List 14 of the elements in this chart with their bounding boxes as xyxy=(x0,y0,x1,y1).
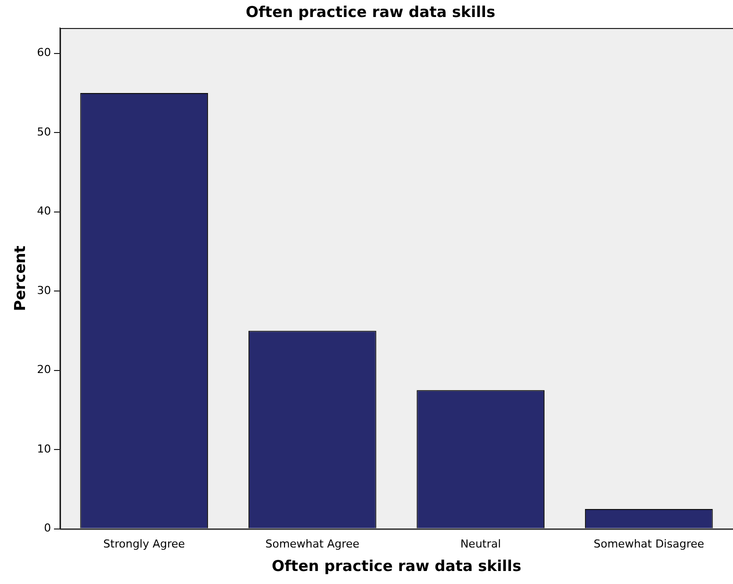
x-tick-label: Neutral xyxy=(460,537,501,550)
y-tick-label: 60 xyxy=(36,46,51,60)
y-tick-label: 20 xyxy=(36,363,51,376)
y-tick-label: 50 xyxy=(36,125,51,138)
x-tick-label: Strongly Agree xyxy=(103,537,186,550)
x-axis-title: Often practice raw data skills xyxy=(272,556,522,575)
x-tick-label: Somewhat Agree xyxy=(265,537,360,550)
y-tick-label: 30 xyxy=(36,284,51,297)
y-axis-title: Percent xyxy=(10,246,29,312)
chart-title: Often practice raw data skills xyxy=(246,2,496,21)
y-tick-label: 40 xyxy=(36,204,51,218)
y-tick-label: 10 xyxy=(36,442,51,456)
x-tick-label: Somewhat Disagree xyxy=(594,537,704,550)
y-tick-label: 0 xyxy=(44,522,51,535)
